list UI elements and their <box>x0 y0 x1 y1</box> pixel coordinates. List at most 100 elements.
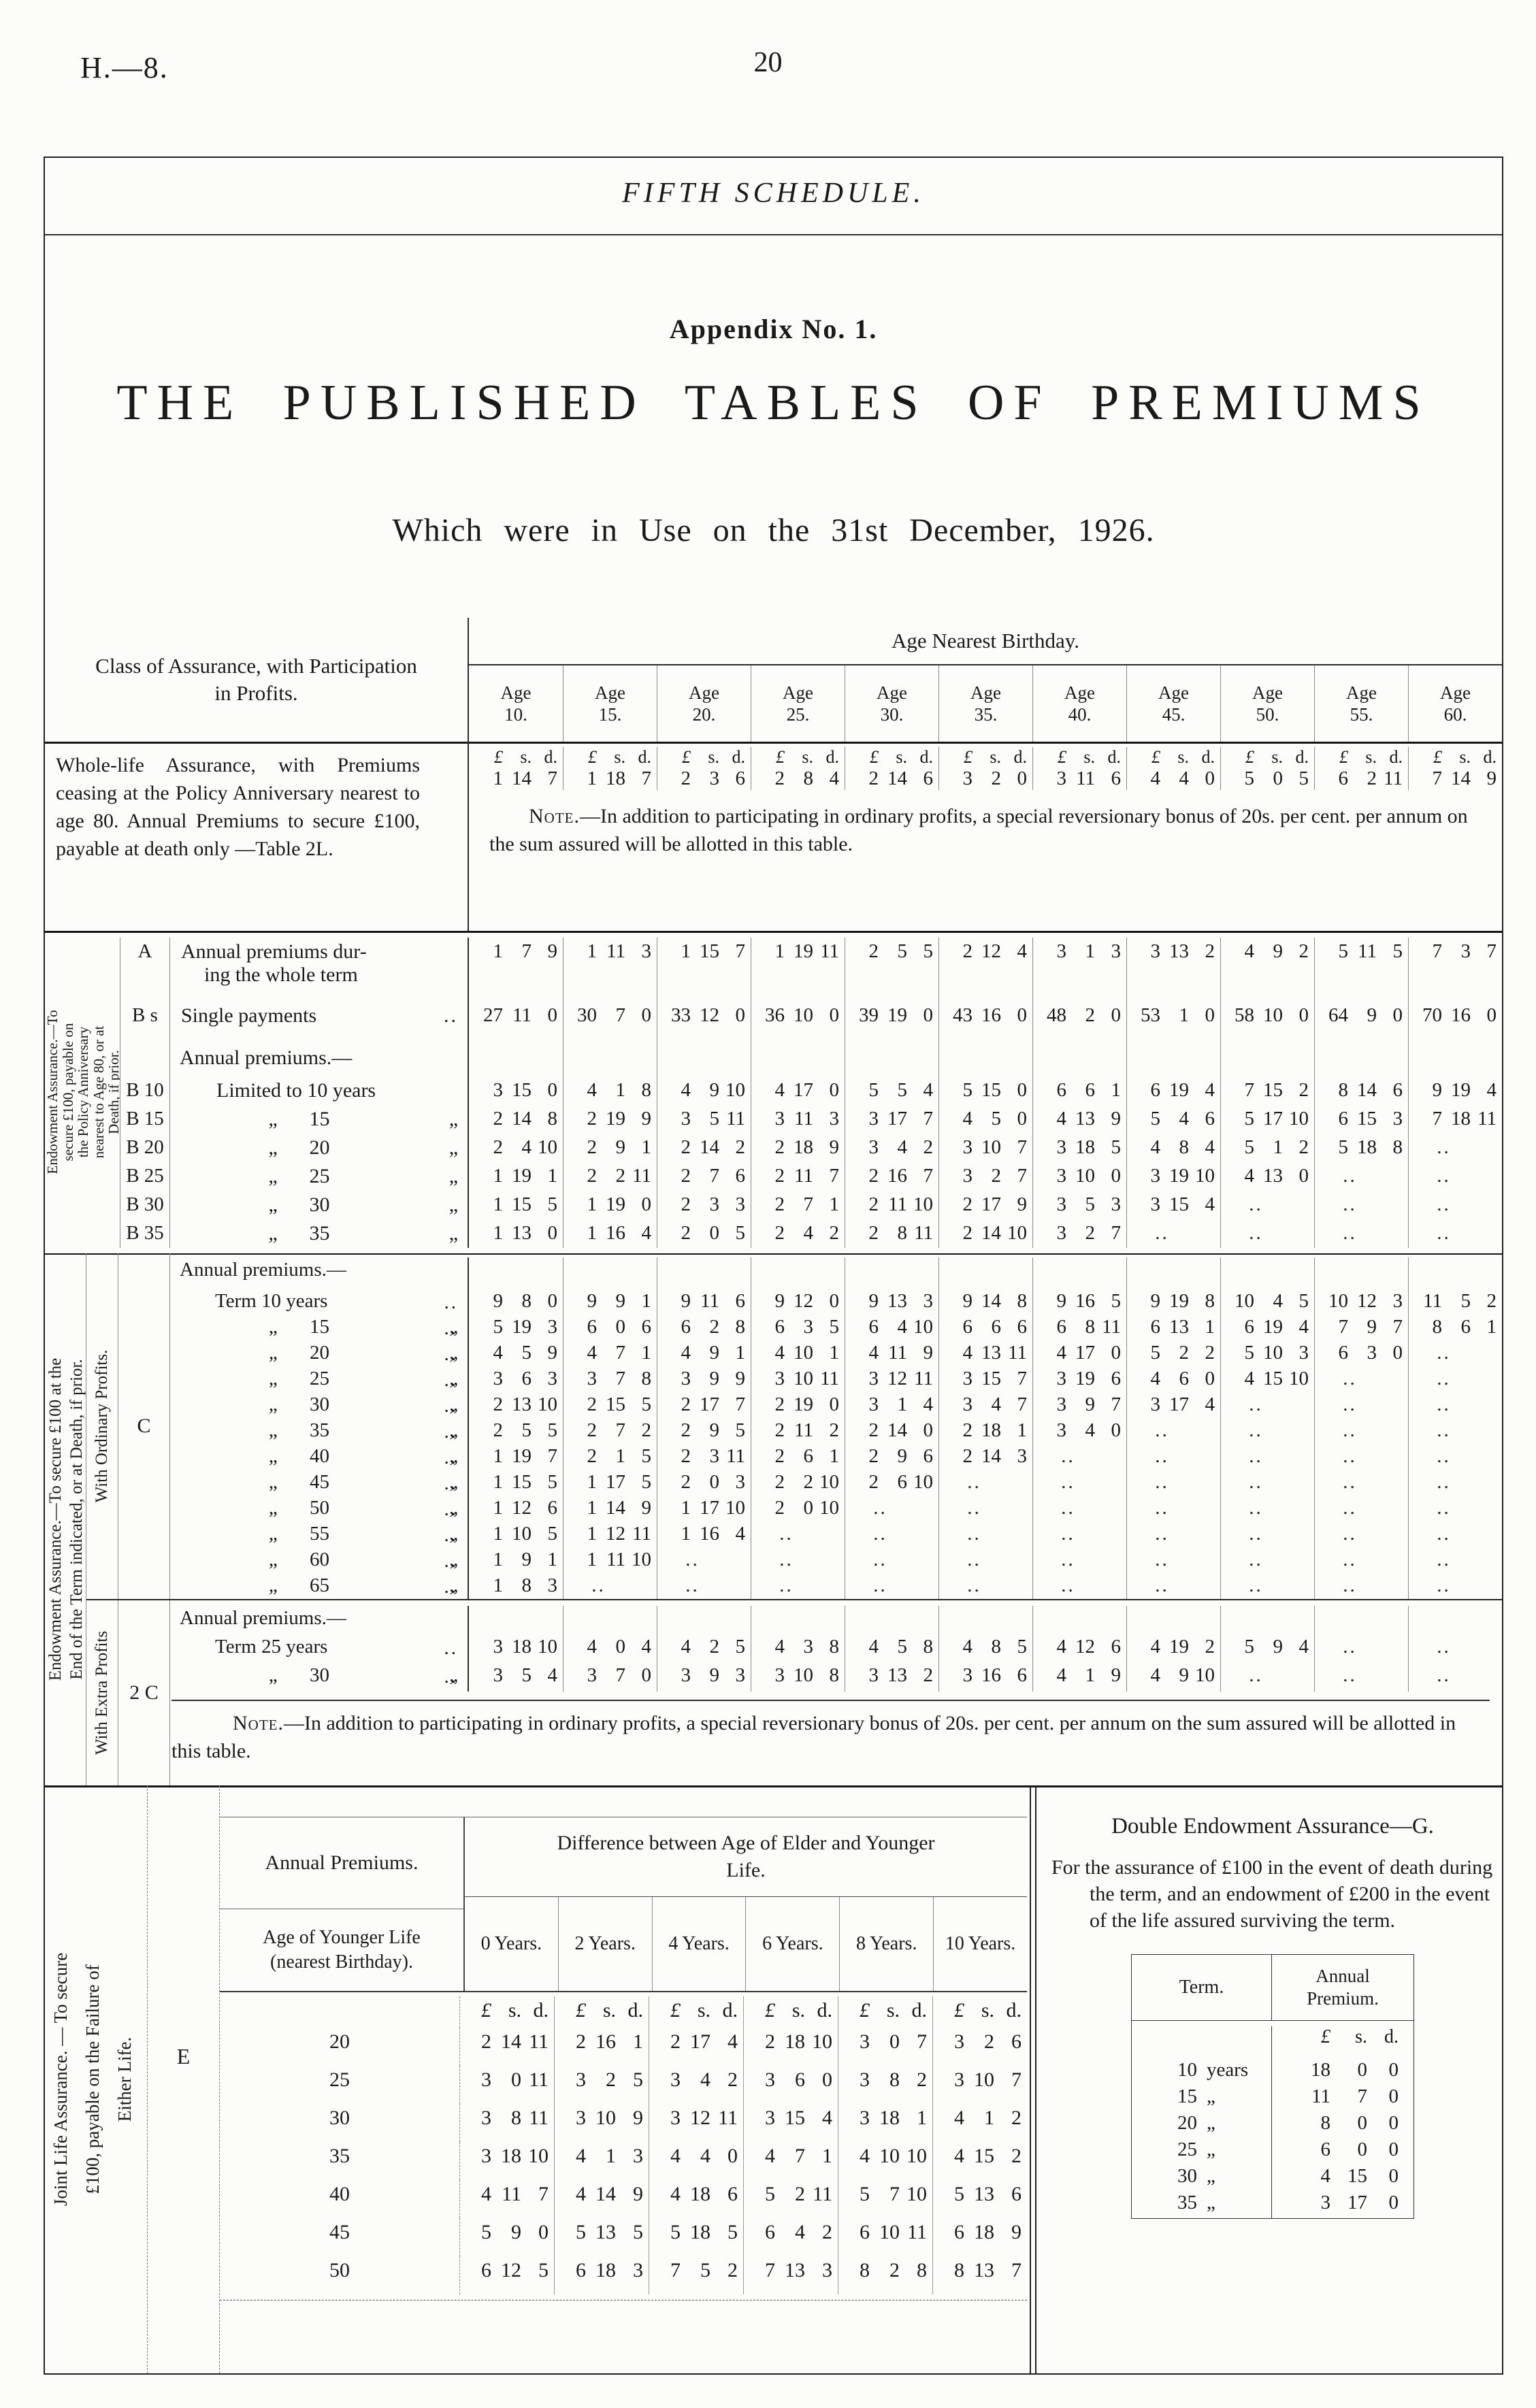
joint-life-table: Annual Premiums. Age of Younger Life (ne… <box>220 1785 1027 2373</box>
term-cell: 10 years <box>1132 2059 1272 2085</box>
with-extra-profits-label: With Extra Profits <box>86 1600 118 1785</box>
row-label-line: ing the whole term <box>204 963 358 986</box>
amount-part: 2 <box>1085 1222 1096 1244</box>
amount-part: 4 <box>962 1342 973 1364</box>
amount-part: 2 <box>774 1419 785 1441</box>
amount-part: 17 <box>1075 1342 1095 1364</box>
amount-part: 1 <box>493 1445 504 1467</box>
amount-part: 14 <box>700 1136 719 1158</box>
amount-part: 18 <box>1311 2059 1330 2081</box>
amount-part: 2 <box>774 1193 785 1215</box>
premium-cell: .. <box>1408 1418 1502 1444</box>
term-unit: years <box>1207 2059 1249 2081</box>
term-unit: „ <box>1207 2192 1215 2213</box>
amount-part: 9 <box>709 1664 720 1686</box>
age-nearest-birthday-header: Age Nearest Birthday. <box>469 618 1502 665</box>
premium-cell: 9 16 5 <box>1032 1289 1126 1315</box>
amount-part: 4 <box>1150 1368 1161 1389</box>
amount-part: 5 <box>641 1445 652 1467</box>
amount-part: 1 <box>493 1193 504 1215</box>
amount-part: 6 <box>868 1316 879 1338</box>
premium-cell: 5 7 10 <box>838 2180 932 2218</box>
table-row: „ 30 „.. 2 13 10 2 15 5 2 17 7 2 19 0 3 1 4 3 4 7 3 9 7 3 17 4....… <box>170 1392 1502 1418</box>
amount-part: 2 <box>615 1165 626 1187</box>
premium-values: 3 15 0 4 1 8 4 9 10 4 17 0 5 5 4 5 15 0 6 6 1 6 19 4 7 15 2 8 14 6 9 19… <box>468 1076 1502 1105</box>
amount-part: 1 <box>681 1497 691 1519</box>
amount-part: 1 <box>641 1290 652 1312</box>
amount-part: 6 <box>1011 2183 1022 2205</box>
amount-part: 6 <box>923 768 934 789</box>
amount-part: 6 <box>954 2221 964 2243</box>
younger-age: 50 <box>220 2256 460 2294</box>
ordinary-profits-rows: Annual premiums.— Term 10 years.. 9 8 0 9 9 1 9 1… <box>170 1253 1502 1599</box>
premium-cell: 2 14 2 <box>657 1134 751 1162</box>
amount-part: 0 <box>547 1079 558 1101</box>
amount-part: 2 <box>1205 940 1215 962</box>
amount-part: 3 <box>860 2068 870 2091</box>
document-reference: H.—8. <box>80 51 169 84</box>
age-word: Age <box>500 682 532 703</box>
amount-part: 1 <box>587 1193 598 1215</box>
amount-part: 2 <box>728 2259 738 2281</box>
amount-part: 64 <box>1328 1004 1348 1026</box>
row-label: Annual premiums.— <box>180 1607 346 1629</box>
amount-part: 7 <box>803 1193 814 1215</box>
table-row: „ 25 „.. 3 6 3 3 7 8 3 9 9 3 10 11 3 12 11 3 15 7 3 19 6 4 6 0 4 15 1… <box>170 1366 1502 1392</box>
page-number: 20 <box>753 47 783 78</box>
currency-symbol: d. <box>911 1999 928 2022</box>
currency-symbol: s. <box>990 747 1001 767</box>
currency-symbol: s. <box>896 747 907 767</box>
amount-part: 7 <box>1111 1393 1122 1415</box>
amount-part: 19 <box>1169 1079 1189 1101</box>
amount-part: 6 <box>1011 2030 1022 2053</box>
amount-part: 3 <box>1150 1193 1161 1215</box>
premium-cell: 3 5 11 <box>657 1105 751 1134</box>
amount-part: 9 <box>735 1368 746 1389</box>
amount-part: 16 <box>1075 1290 1095 1312</box>
premium-cell: 2 18 9 <box>751 1134 845 1162</box>
class-letter: B 25 <box>120 1162 170 1191</box>
amount-part: 4 <box>576 2145 586 2167</box>
currency-symbol: s. <box>508 1999 521 2022</box>
amount-part: 16 <box>887 1165 907 1187</box>
amount-part: 0 <box>1388 2192 1399 2213</box>
double-endowment-table-header: Term. Annual Premium. <box>1132 1955 1414 2021</box>
ditto-mark: „ <box>449 1574 459 1596</box>
amount-part: 5 <box>538 2259 549 2281</box>
amount-part: 2 <box>774 1222 785 1244</box>
term-number: 15 <box>1177 2085 1197 2107</box>
age-word: Age <box>877 682 907 703</box>
table-row: B 10 Limited to 10 years 3 15 0 4 1 8 4 9 10 4 17 0 5 5… <box>120 1076 1502 1105</box>
amount-part: 5 <box>735 1636 746 1657</box>
amount-part: 17 <box>700 1393 719 1415</box>
amount-part: 4 <box>587 1079 598 1101</box>
amount-part: 13 <box>512 1222 532 1244</box>
row-label: Annual premiums.— <box>180 1046 353 1069</box>
currency-header: £ s. d. <box>932 1996 1027 2028</box>
premium-cell: .. <box>1408 1547 1502 1573</box>
term-number: 25 <box>310 1368 329 1389</box>
amount-part: 1 <box>493 1471 504 1493</box>
amount-part: 3 <box>868 1136 879 1158</box>
amount-part: 1 <box>822 2145 832 2167</box>
premium-cell <box>1126 1257 1220 1289</box>
amount-part: 2 <box>962 1222 973 1244</box>
amount-part: 17 <box>887 1108 907 1129</box>
note-text: —In addition to participating in ordinar… <box>171 1712 1456 1762</box>
premium-cell: 3 18 10 <box>469 1634 563 1663</box>
ditto-mark: „ <box>449 1664 459 1686</box>
premium-cell <box>563 1606 657 1634</box>
currency-symbol: d. <box>1201 747 1215 767</box>
amount-part: 12 <box>700 1004 719 1026</box>
amount-part: 9 <box>774 1290 785 1312</box>
amount-part: 4 <box>897 1136 908 1158</box>
ditto-mark: „ <box>268 1108 278 1130</box>
amount-part: 3 <box>962 1664 973 1686</box>
premium-cell: 4 11 7 <box>460 2180 554 2218</box>
